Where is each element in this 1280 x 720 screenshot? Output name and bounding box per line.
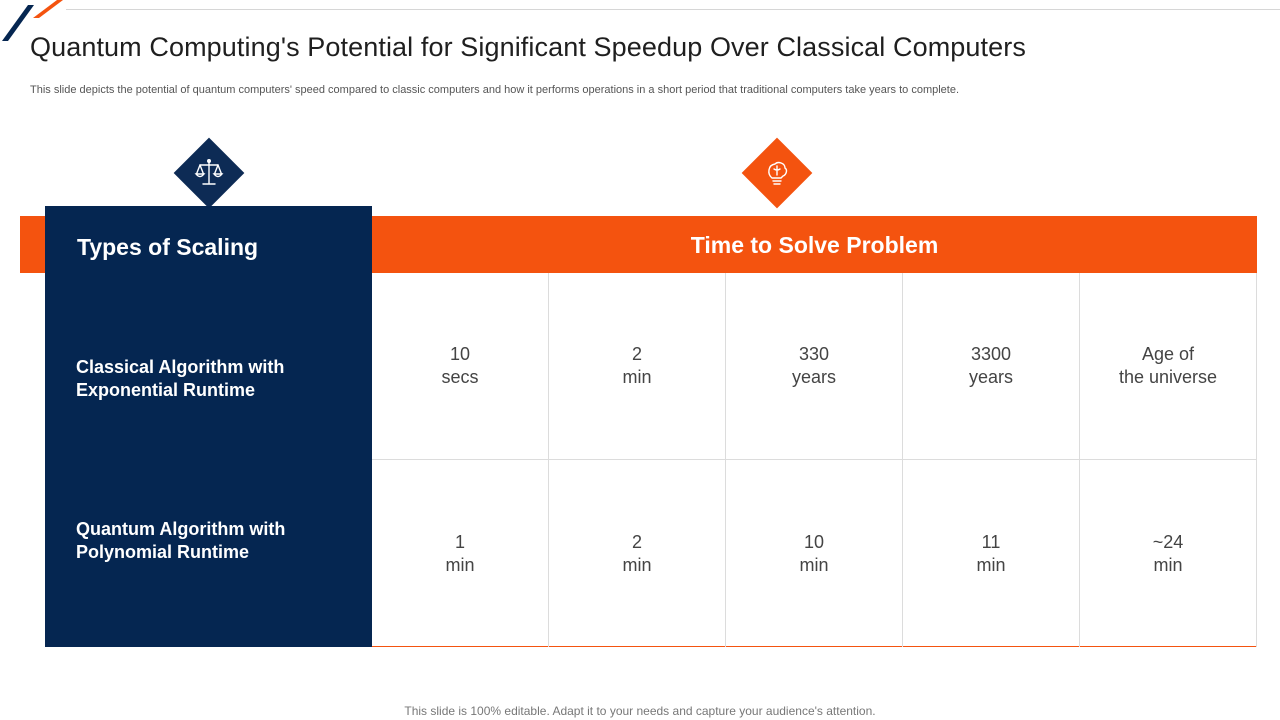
cell-value: ~24 [1152,531,1184,552]
cell-unit: years [968,367,1013,387]
corner-logo [2,0,63,41]
cell-unit: min [1153,554,1183,575]
time-icon-badge [741,137,813,209]
time-heading: Time to Solve Problem [690,232,939,258]
cell-unit: years [791,367,836,387]
table-cell: 10 secs [372,273,549,460]
row-label-classical: Classical Algorithm with Exponential Run… [76,357,285,400]
table-cell: ~24 min [1080,460,1257,647]
cell-value: Age of [1141,344,1195,364]
scales-icon [194,159,224,185]
table-cell: Age of the universe [1080,273,1257,460]
table-cell: 330 years [726,273,903,460]
cell-unit: min [622,367,652,387]
cell-value: 330 [798,344,830,364]
row-label-quantum: Quantum Algorithm with Polynomial Runtim… [76,519,286,562]
table-cell: 2 min [549,273,726,460]
page-title: Quantum Computing's Potential for Signif… [30,32,1026,62]
table-cell: 11 min [903,460,1080,647]
table-cell: 2 min [549,460,726,647]
cell-value: 11 [981,531,1001,552]
cell-value: 1 [454,531,465,552]
cell-unit: min [799,554,829,575]
cell-unit: min [622,554,652,575]
table-cell: 10 min [726,460,903,647]
table-cell: 3300 years [903,273,1080,460]
cell-value: 10 [449,344,471,364]
footer-note: This slide is 100% editable. Adapt it to… [404,704,876,718]
cell-value: 3300 [970,344,1012,364]
top-divider [66,9,1280,10]
cell-value: 10 [803,531,825,552]
scaling-icon-badge [173,137,245,209]
scaling-heading: Types of Scaling [77,234,259,260]
cell-value: 2 [631,531,642,552]
cell-value: 2 [631,344,642,364]
table-cell: 1 min [372,460,549,647]
page-subtitle: This slide depicts the potential of quan… [30,84,960,96]
lightbulb-brain-icon [768,161,788,185]
cell-unit: secs [441,367,479,387]
cell-unit: min [445,554,475,575]
cell-unit: min [976,554,1006,575]
cell-unit: the universe [1118,367,1218,387]
time-grid: 10 secs 2 min 330 years 3300 years Age o… [372,273,1257,647]
scaling-panel [45,206,372,647]
